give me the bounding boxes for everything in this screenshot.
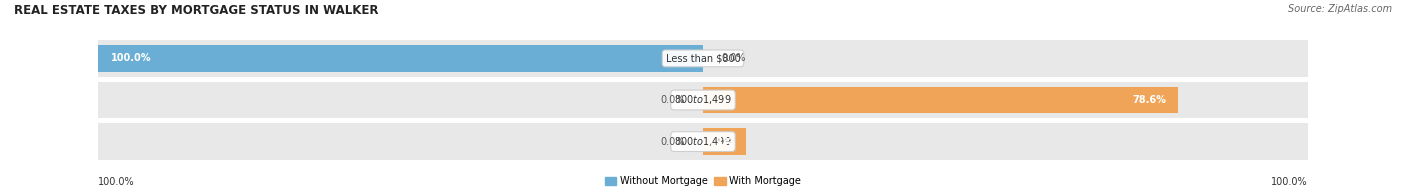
- Text: $800 to $1,499: $800 to $1,499: [675, 93, 731, 106]
- Text: 100.0%: 100.0%: [98, 177, 135, 187]
- Text: 7.1%: 7.1%: [707, 136, 734, 147]
- Bar: [98, 45, 703, 72]
- Legend: Without Mortgage, With Mortgage: Without Mortgage, With Mortgage: [600, 172, 806, 190]
- Text: $800 to $1,499: $800 to $1,499: [675, 135, 731, 148]
- Text: 100.0%: 100.0%: [1271, 177, 1308, 187]
- Bar: [703, 87, 1178, 113]
- Text: 0.0%: 0.0%: [721, 53, 745, 63]
- Text: Source: ZipAtlas.com: Source: ZipAtlas.com: [1288, 4, 1392, 14]
- Text: 0.0%: 0.0%: [661, 95, 685, 105]
- Text: 0.0%: 0.0%: [661, 136, 685, 147]
- Text: REAL ESTATE TAXES BY MORTGAGE STATUS IN WALKER: REAL ESTATE TAXES BY MORTGAGE STATUS IN …: [14, 4, 378, 17]
- Text: 78.6%: 78.6%: [1132, 95, 1166, 105]
- Text: 100.0%: 100.0%: [111, 53, 150, 63]
- Bar: [703, 129, 747, 155]
- Text: Less than $800: Less than $800: [665, 53, 741, 63]
